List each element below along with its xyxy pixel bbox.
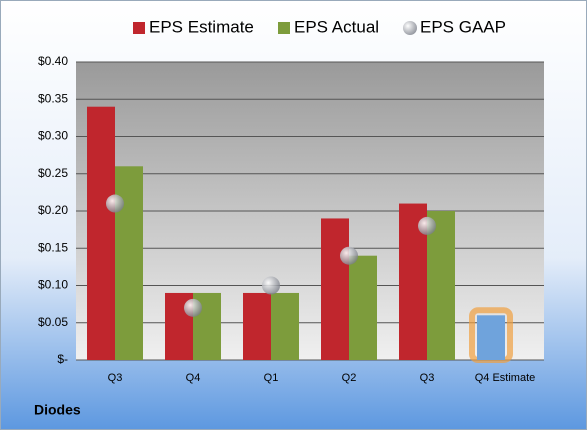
- legend-label: EPS GAAP: [420, 17, 506, 36]
- gaap-marker: [106, 194, 124, 213]
- x-tick-label: Q4: [186, 372, 201, 384]
- bar: [243, 292, 271, 360]
- x-tick-label: Q3: [108, 372, 123, 384]
- x-tick-label: Q1: [264, 372, 279, 384]
- footer: Diodes: [34, 402, 81, 418]
- y-tick-label: $0.20: [38, 203, 68, 217]
- bar: [115, 166, 143, 360]
- y-tick-label: $-: [57, 352, 68, 366]
- x-tick-label: Q2: [342, 372, 357, 384]
- y-tick-label: $0.25: [38, 166, 68, 180]
- bar: [321, 218, 349, 360]
- y-tick-label: $0.05: [38, 315, 68, 329]
- bar: [87, 106, 115, 360]
- y-tick-label: $0.15: [38, 240, 68, 254]
- legend-marker: [133, 22, 145, 34]
- y-tick-label: $0.40: [38, 54, 68, 68]
- legend-marker: [403, 21, 417, 35]
- legend-label: EPS Actual: [294, 17, 379, 36]
- x-tick-label: Q3: [420, 372, 435, 384]
- gaap-marker: [262, 276, 280, 295]
- legend-marker: [278, 22, 290, 34]
- x-tick-label: Q4 Estimate: [475, 372, 536, 384]
- y-tick-label: $0.10: [38, 278, 68, 292]
- bar: [271, 292, 299, 360]
- y-tick-label: $0.35: [38, 91, 68, 105]
- legend-label: EPS Estimate: [149, 17, 254, 36]
- bar: [427, 211, 455, 360]
- bar: [477, 315, 505, 360]
- gaap-marker: [184, 298, 202, 317]
- y-tick-label: $0.30: [38, 129, 68, 143]
- gaap-marker: [418, 216, 436, 235]
- gaap-marker: [340, 246, 358, 265]
- bar: [349, 255, 377, 360]
